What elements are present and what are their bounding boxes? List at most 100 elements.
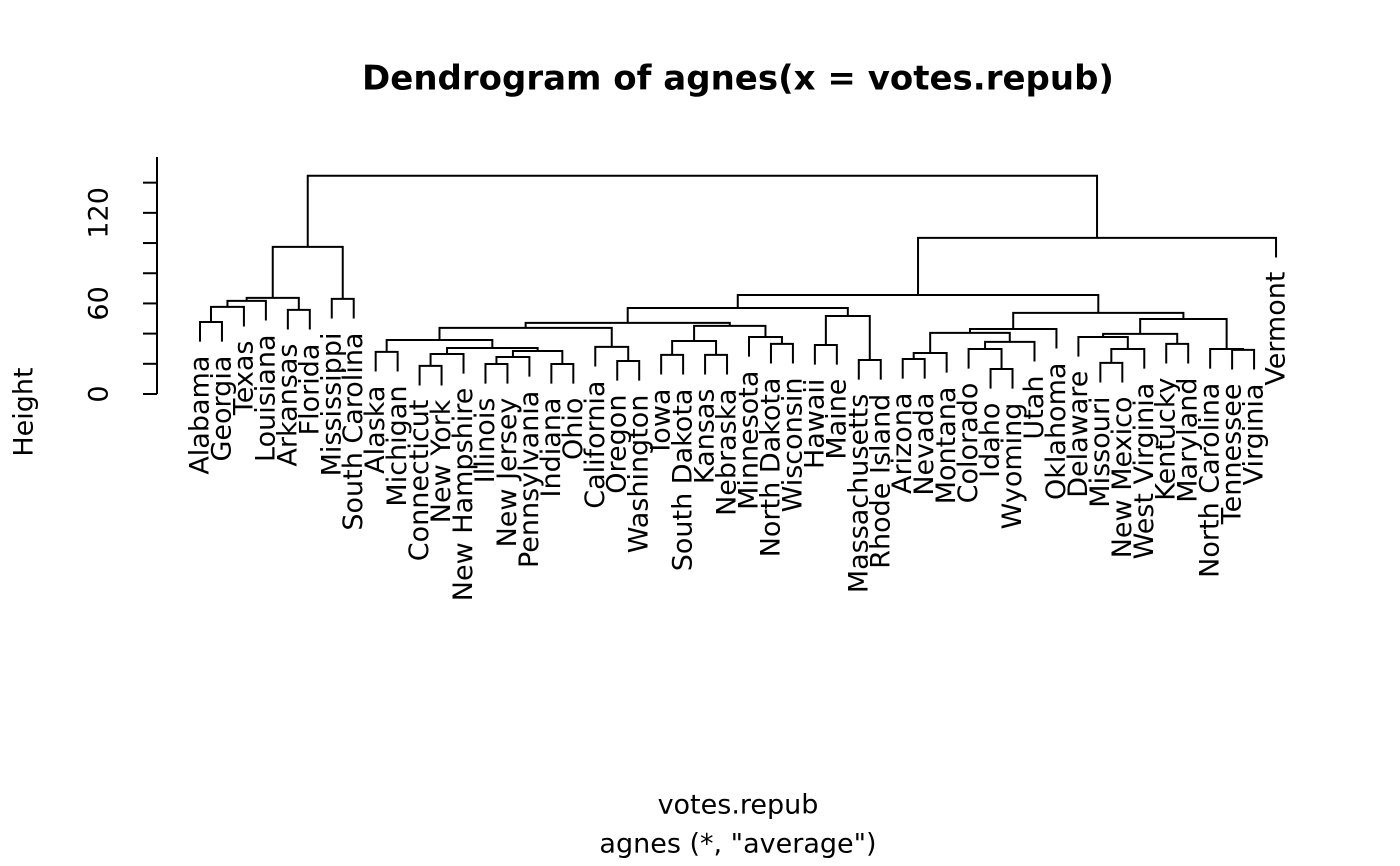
leaf-label: Arkansas (272, 344, 303, 467)
leaf-label: Oklahoma (1041, 363, 1072, 500)
leaf-label: Georgia (206, 356, 237, 462)
merge-link (824, 314, 871, 361)
merge-link (769, 342, 794, 364)
leaf-label: Montana (931, 387, 962, 505)
merge-link (857, 359, 882, 380)
merge-link (594, 345, 630, 367)
merge-link (616, 359, 641, 381)
merge-link (330, 297, 355, 319)
leaf-label: Louisiana (250, 334, 281, 461)
merge-link (736, 293, 1100, 313)
leaf-label: Kansas (690, 389, 721, 485)
leaf-label: Massachusetts (843, 394, 874, 594)
leaf-label: Maine (821, 379, 852, 460)
leaf-label: North Dakota (755, 378, 786, 558)
y-axis-label: Height (9, 367, 40, 456)
leaf-label: South Carolina (338, 333, 369, 531)
merge-link (438, 326, 613, 347)
merge-link (199, 320, 223, 342)
merge-link (693, 324, 767, 342)
merge-link (1110, 348, 1146, 369)
merge-link (704, 353, 729, 375)
merge-link (226, 299, 267, 321)
merge-link (511, 349, 564, 364)
merge-link (1077, 335, 1129, 357)
merge-link (286, 308, 311, 330)
leaf-label: Mississippi (316, 333, 347, 477)
leaf-label: Connecticut (404, 400, 435, 562)
merge-link (429, 352, 465, 374)
leaf-label: Wyoming (997, 403, 1028, 530)
leaf-label: Minnesota (734, 371, 765, 510)
leaf-label: Arizona (887, 393, 918, 494)
merge-link (1209, 348, 1245, 369)
leaf-label: Colorado (953, 383, 984, 504)
leaf-label: Vermont (1261, 272, 1292, 386)
leaf-label: North Carolina (1195, 383, 1226, 578)
merge-link (1231, 348, 1256, 370)
leaf-label: Alabama (185, 356, 216, 475)
merge-link (917, 236, 1278, 295)
merge-link (748, 335, 783, 357)
merge-link (1099, 361, 1124, 383)
sub-label: agnes (*, "average") (599, 829, 876, 860)
leaf-label: Washington (624, 395, 655, 554)
leaf-label: Oregon (602, 395, 633, 494)
merge-link (813, 343, 838, 365)
merge-link (418, 364, 443, 386)
merge-link (912, 351, 948, 373)
merge-link (1012, 311, 1185, 329)
merge-link (901, 357, 926, 379)
merge-link (550, 362, 575, 384)
merge-link (306, 174, 1099, 247)
leaf-label: New Mexico (1107, 397, 1138, 559)
leaf-label: Indiana (536, 398, 567, 498)
leaf-label: Missouri (1085, 397, 1116, 508)
merge-link (446, 346, 539, 354)
leaf-label: Virginia (1239, 384, 1270, 486)
y-tick-label: 0 (84, 385, 115, 402)
leaf-label: Texas (228, 341, 259, 417)
merge-link (484, 362, 509, 384)
leaf-label: Nebraska (712, 389, 743, 516)
y-tick-label: 60 (84, 286, 115, 320)
merge-link (660, 353, 685, 375)
leaf-label: Delaware (1063, 371, 1094, 498)
merge-link (271, 245, 344, 299)
leaf-label: Kentucky (1151, 377, 1182, 500)
chart-title: Dendrogram of agnes(x = votes.repub) (362, 59, 1114, 99)
leaf-label: Wisconsin (777, 378, 808, 513)
merge-link (967, 348, 1003, 369)
merge-link (1102, 332, 1179, 344)
leaf-label: Illinois (470, 398, 501, 484)
leaf-label: South Dakota (668, 389, 699, 572)
leaf-label: Rhode Island (865, 394, 896, 569)
leaf-label: Michigan (382, 386, 413, 507)
merge-link (245, 296, 300, 310)
merge-link (209, 305, 245, 327)
leaf-label: Pennsylvania (514, 391, 545, 568)
merge-link (495, 356, 531, 377)
y-tick-label: 120 (84, 187, 115, 239)
leaf-label: West Virginia (1129, 383, 1160, 560)
leaf-label: Iowa (646, 389, 677, 452)
merge-link (626, 306, 849, 323)
leaf-label: Tennessee (1217, 384, 1248, 526)
leaf-label: New Jersey (492, 398, 523, 548)
leaf-label: Alaska (360, 386, 391, 474)
leaf-label: New Hampshire (448, 388, 479, 602)
leaf-label: New York (426, 399, 457, 523)
merge-link (374, 350, 399, 372)
merge-link (385, 338, 494, 352)
merge-link (989, 367, 1014, 389)
leaf-label: Utah (1019, 376, 1050, 440)
leaf-label: California (580, 381, 611, 509)
leaf-label: Hawaii (799, 379, 830, 469)
leaf-label: Florida (294, 344, 325, 436)
leaf-label: Nevada (909, 393, 940, 496)
x-axis-label: votes.repub (658, 790, 819, 821)
leaf-label: Idaho (975, 403, 1006, 478)
leaf-label: Maryland (1173, 378, 1204, 503)
merge-link (1165, 342, 1190, 364)
